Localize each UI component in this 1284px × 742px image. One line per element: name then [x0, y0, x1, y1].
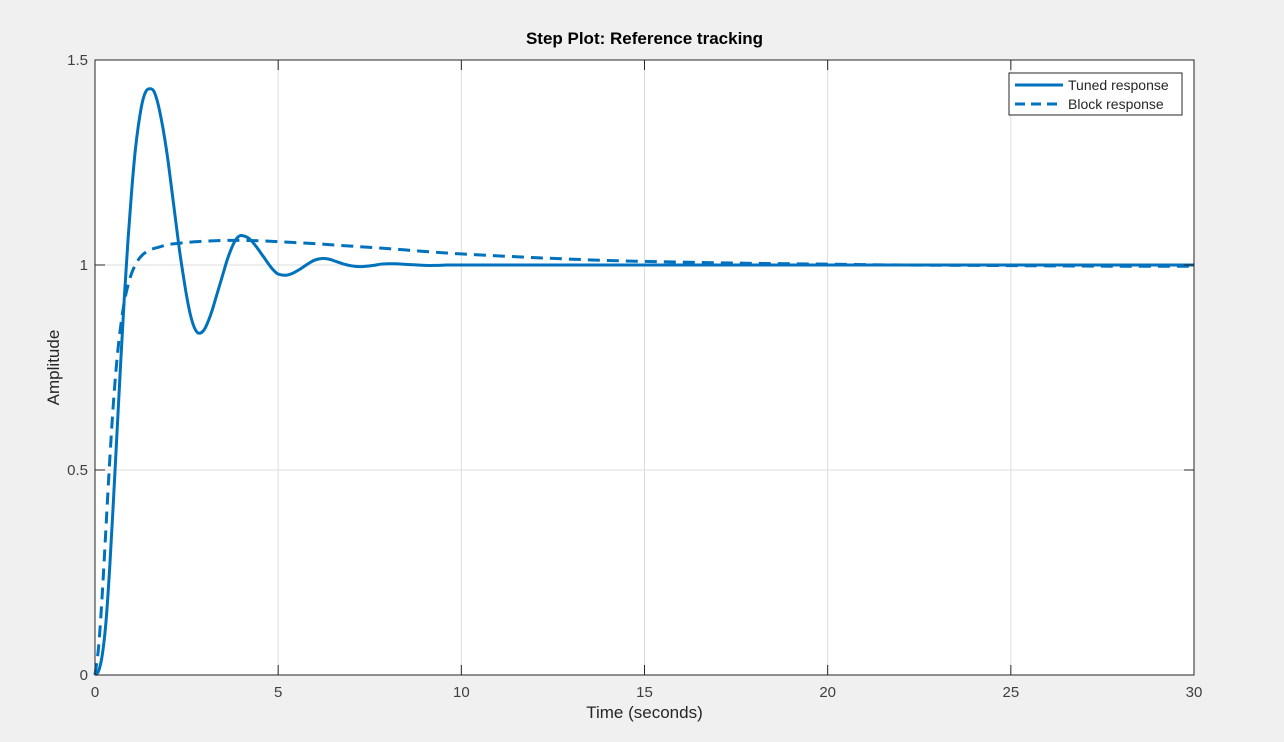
- legend[interactable]: Tuned response Block response: [1008, 72, 1183, 116]
- y-tick-label: 1: [80, 257, 88, 274]
- series-layer: [93, 87, 1195, 677]
- y-tick-label: 0.5: [67, 462, 88, 479]
- x-tick-label: 15: [636, 684, 653, 701]
- y-tick-label: 1.5: [67, 52, 88, 69]
- ticks: [94, 59, 1195, 676]
- legend-label-tuned: Tuned response: [1068, 77, 1169, 93]
- tick-labels: 0 5 10 15 20 25 30 0 0.5 1 1.5: [67, 52, 1202, 701]
- x-axis-label: Time (seconds): [586, 703, 703, 722]
- x-tick-label: 0: [91, 684, 99, 701]
- y-axis-label: Amplitude: [44, 330, 63, 406]
- y-tick-label: 0: [80, 667, 88, 684]
- x-tick-label: 25: [1002, 684, 1019, 701]
- x-tick-label: 30: [1186, 684, 1203, 701]
- legend-label-block: Block response: [1068, 96, 1164, 112]
- x-tick-label: 10: [453, 684, 470, 701]
- tuned-response-line[interactable]: [93, 87, 1194, 677]
- chart-title: Step Plot: Reference tracking: [526, 29, 763, 48]
- x-tick-label: 20: [819, 684, 836, 701]
- legend-box: [1008, 72, 1183, 116]
- x-tick-label: 5: [274, 684, 282, 701]
- block-response-line[interactable]: [93, 238, 1195, 676]
